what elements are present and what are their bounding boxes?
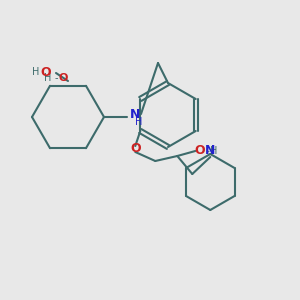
Text: -: - (205, 146, 209, 156)
Text: N: N (130, 109, 140, 122)
Text: O: O (58, 73, 68, 83)
Text: O: O (130, 142, 141, 155)
Text: H: H (210, 146, 217, 156)
Text: -: - (54, 73, 58, 83)
Text: H: H (135, 117, 143, 127)
Text: H: H (44, 73, 52, 83)
Text: O: O (194, 145, 205, 158)
Text: N: N (205, 143, 215, 157)
Text: O: O (41, 65, 51, 79)
Text: H: H (32, 67, 40, 77)
